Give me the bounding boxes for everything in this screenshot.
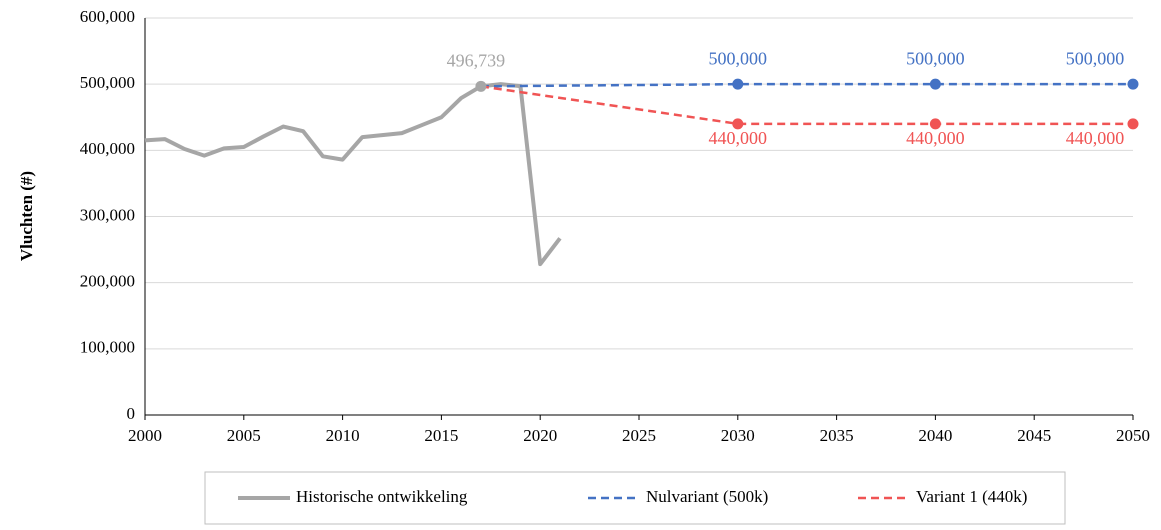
series-line [480,82,1133,88]
x-tick-label: 2030 [721,426,755,445]
data-label: 500,000 [709,48,768,68]
x-tick-label: 2005 [227,426,261,445]
data-label: 440,000 [906,128,965,148]
y-axis-label: Vluchten (#) [17,171,36,261]
x-tick-label: 2040 [918,426,952,445]
x-tick-label: 2000 [128,426,162,445]
x-tick-label: 2050 [1116,426,1150,445]
data-label: 500,000 [906,48,965,68]
marker [732,118,744,130]
legend-label: Variant 1 (440k) [916,487,1027,506]
marker [1127,118,1139,130]
x-tick-label: 2035 [820,426,854,445]
y-tick-label: 300,000 [80,205,135,224]
marker [475,80,487,92]
legend-label: Historische ontwikkeling [296,487,468,506]
x-tick-label: 2025 [622,426,656,445]
y-tick-label: 500,000 [80,73,135,92]
legend-label: Nulvariant (500k) [646,487,768,506]
y-tick-label: 400,000 [80,139,135,158]
y-tick-label: 100,000 [80,338,135,357]
y-tick-label: 0 [127,404,136,423]
x-tick-label: 2015 [424,426,458,445]
data-label: 440,000 [709,128,768,148]
x-tick-label: 2010 [326,426,360,445]
y-tick-label: 200,000 [80,272,135,291]
marker [732,78,744,90]
x-tick-label: 2020 [523,426,557,445]
legend-box [204,471,1066,525]
marker [1127,78,1139,90]
data-label: 500,000 [1066,48,1125,68]
data-label: 440,000 [1066,128,1125,148]
series-line [144,82,562,267]
marker [929,118,941,130]
data-label: 496,739 [447,50,506,70]
y-tick-label: 600,000 [80,7,135,26]
marker [929,78,941,90]
series-line [480,85,1133,126]
x-tick-label: 2045 [1017,426,1051,445]
